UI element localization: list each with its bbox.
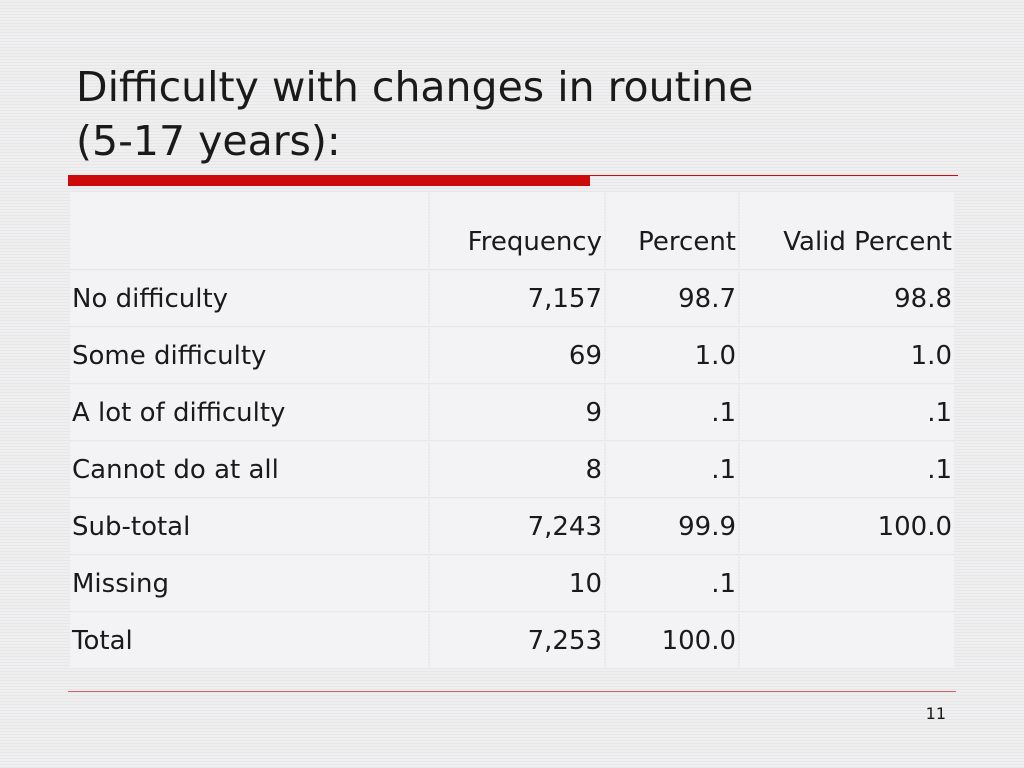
percent-value: 1.0 — [606, 328, 738, 383]
frequency-value: 8 — [430, 442, 604, 497]
valid-percent-value: 100.0 — [740, 499, 954, 554]
table-row-total: Total 7,253 100.0 — [70, 613, 954, 668]
slide-title-line-1: Difficulty with changes in routine — [76, 63, 754, 111]
row-label: Total — [70, 613, 428, 668]
header-label-cell — [70, 192, 428, 269]
table-row-a-lot-of-difficulty: A lot of difficulty 9 .1 .1 — [70, 385, 954, 440]
percent-value: 100.0 — [606, 613, 738, 668]
table-row-missing: Missing 10 .1 — [70, 556, 954, 611]
frequency-value: 9 — [430, 385, 604, 440]
row-label: A lot of difficulty — [70, 385, 428, 440]
slide-title-line-2: (5-17 years): — [76, 117, 341, 165]
percent-value: .1 — [606, 442, 738, 497]
page-number: 11 — [925, 704, 946, 723]
row-label: Some difficulty — [70, 328, 428, 383]
valid-percent-value: 98.8 — [740, 271, 954, 326]
frequency-value: 10 — [430, 556, 604, 611]
row-label: Sub-total — [70, 499, 428, 554]
table-header-row: Frequency Percent Valid Percent — [70, 192, 954, 269]
frequency-value: 7,253 — [430, 613, 604, 668]
header-valid-percent: Valid Percent — [740, 192, 954, 269]
valid-percent-value: .1 — [740, 385, 954, 440]
frequency-value: 69 — [430, 328, 604, 383]
valid-percent-value: 1.0 — [740, 328, 954, 383]
title-accent-bar — [68, 175, 590, 186]
valid-percent-value: .1 — [740, 442, 954, 497]
valid-percent-value — [740, 613, 954, 668]
header-percent: Percent — [606, 192, 738, 269]
footer-divider-line — [68, 691, 956, 692]
valid-percent-value — [740, 556, 954, 611]
row-label: Cannot do at all — [70, 442, 428, 497]
table-row-cannot-do-at-all: Cannot do at all 8 .1 .1 — [70, 442, 954, 497]
percent-value: 99.9 — [606, 499, 738, 554]
frequency-value: 7,157 — [430, 271, 604, 326]
title-divider-line — [590, 175, 958, 176]
percent-value: .1 — [606, 556, 738, 611]
frequency-value: 7,243 — [430, 499, 604, 554]
table-row-no-difficulty: No difficulty 7,157 98.7 98.8 — [70, 271, 954, 326]
row-label: No difficulty — [70, 271, 428, 326]
frequency-table: Frequency Percent Valid Percent No diffi… — [68, 190, 956, 670]
header-frequency: Frequency — [430, 192, 604, 269]
table-row-some-difficulty: Some difficulty 69 1.0 1.0 — [70, 328, 954, 383]
slide-title: Difficulty with changes in routine (5-17… — [76, 60, 753, 168]
percent-value: 98.7 — [606, 271, 738, 326]
percent-value: .1 — [606, 385, 738, 440]
table-row-sub-total: Sub-total 7,243 99.9 100.0 — [70, 499, 954, 554]
row-label: Missing — [70, 556, 428, 611]
